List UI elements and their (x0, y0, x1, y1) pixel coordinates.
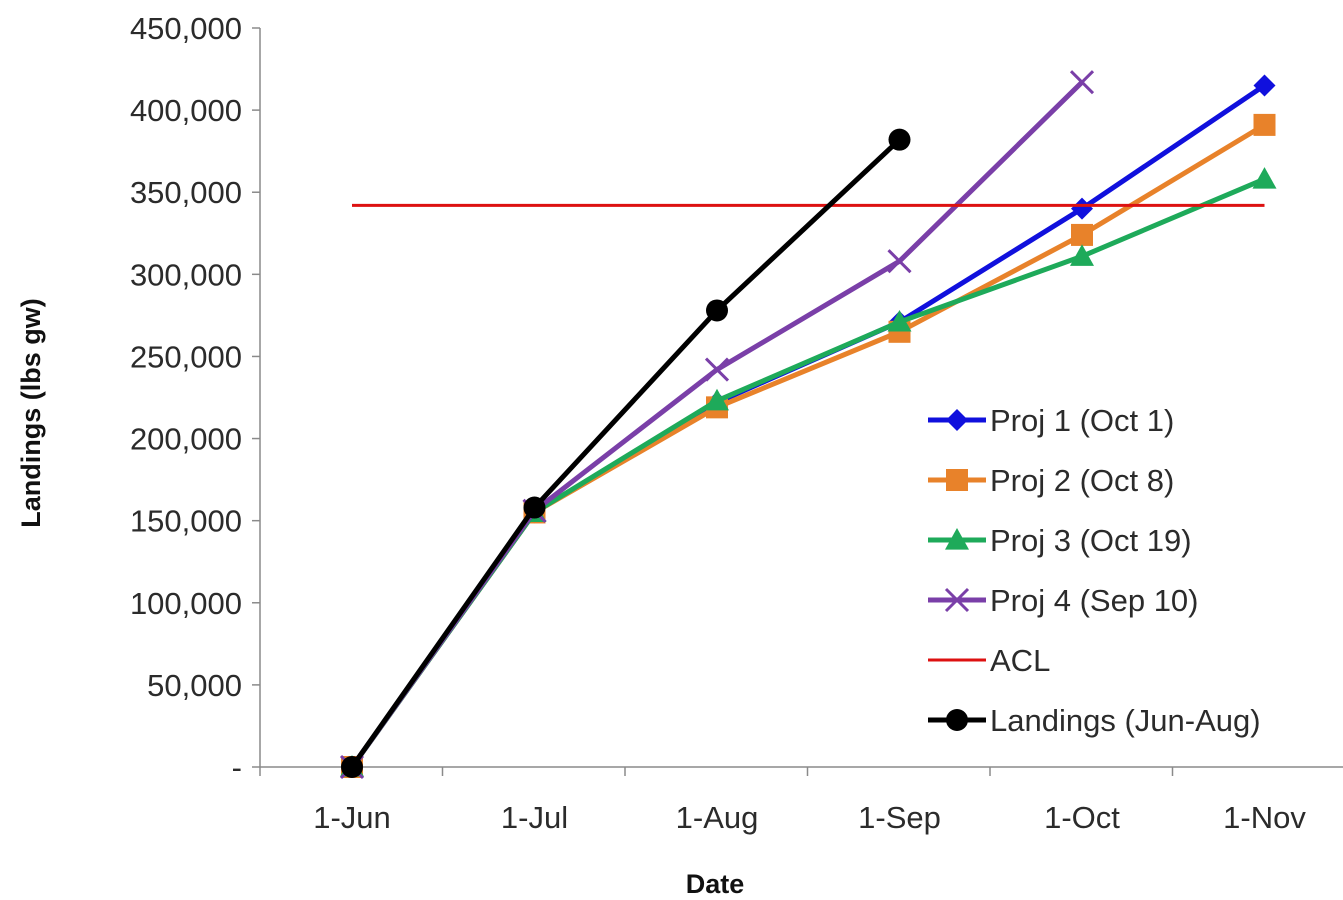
circle-marker (888, 128, 911, 151)
x-marker (944, 587, 970, 613)
x-marker (1069, 70, 1095, 95)
y-tick-label: 250,000 (130, 339, 242, 374)
y-tick-label: 400,000 (130, 93, 242, 128)
series-proj-2-oct-8 (341, 113, 1276, 778)
x-marker-stroke (887, 249, 912, 274)
circle-marker (706, 299, 728, 322)
x-marker (704, 357, 730, 382)
circle-marker (946, 709, 968, 731)
legend-label: Proj 3 (Oct 19) (990, 523, 1192, 558)
x-axis-title: Date (686, 869, 745, 899)
legend-item-acl: ACL (928, 643, 1050, 678)
y-tick-label: 300,000 (130, 257, 242, 292)
diamond-marker (1253, 74, 1276, 97)
legend-item-proj-1-oct-1: Proj 1 (Oct 1) (928, 403, 1174, 438)
x-tick-label: 1-Nov (1223, 800, 1306, 835)
y-tick-label: 100,000 (130, 586, 242, 621)
legend-label: Proj 1 (Oct 1) (990, 403, 1174, 438)
legend-item-proj-4-sep-10: Proj 4 (Sep 10) (928, 583, 1199, 618)
legend-label: ACL (990, 643, 1050, 678)
legend-label: Proj 4 (Sep 10) (990, 583, 1199, 618)
triangle-marker (945, 528, 969, 550)
y-tick-label: 50,000 (147, 668, 242, 703)
legend-label: Landings (Jun-Aug) (990, 703, 1261, 738)
triangle-marker (1070, 244, 1094, 266)
diamond-marker (946, 409, 968, 431)
circle-marker (341, 756, 363, 778)
circle-marker (523, 496, 546, 519)
x-marker-stroke (944, 587, 970, 613)
x-tick-label: 1-Aug (676, 800, 759, 835)
triangle-marker (1252, 167, 1277, 189)
y-tick-label: 200,000 (130, 422, 242, 457)
square-marker (1071, 223, 1093, 246)
y-axis-title: Landings (lbs gw) (16, 298, 46, 528)
legend-item-landings-jun-aug: Landings (Jun-Aug) (928, 703, 1261, 738)
legend-item-proj-3-oct-19: Proj 3 (Oct 19) (928, 523, 1192, 558)
legend-label: Proj 2 (Oct 8) (990, 463, 1174, 498)
y-tick-label: 150,000 (130, 504, 242, 539)
y-tick-label: 450,000 (130, 11, 242, 46)
x-tick-label: 1-Jul (501, 800, 568, 835)
x-marker (887, 249, 912, 274)
square-marker (946, 469, 968, 491)
series-line (349, 137, 902, 769)
series-line (349, 80, 1084, 769)
legend-item-proj-2-oct-8: Proj 2 (Oct 8) (928, 463, 1174, 498)
x-marker-stroke (1069, 70, 1095, 95)
x-tick-label: 1-Sep (858, 800, 941, 835)
x-marker-stroke (704, 357, 730, 382)
y-tick-label: - (232, 750, 242, 785)
series-landings-jun-aug (341, 128, 911, 778)
triangle-marker (887, 309, 912, 332)
diamond-marker (1071, 197, 1093, 220)
x-tick-label: 1-Jun (313, 800, 391, 835)
series-proj-4-sep-10 (339, 70, 1095, 780)
series-line (349, 122, 1266, 769)
square-marker (1253, 113, 1276, 136)
y-tick-label: 350,000 (130, 175, 242, 210)
x-tick-label: 1-Oct (1044, 800, 1120, 835)
triangle-marker (705, 388, 729, 411)
